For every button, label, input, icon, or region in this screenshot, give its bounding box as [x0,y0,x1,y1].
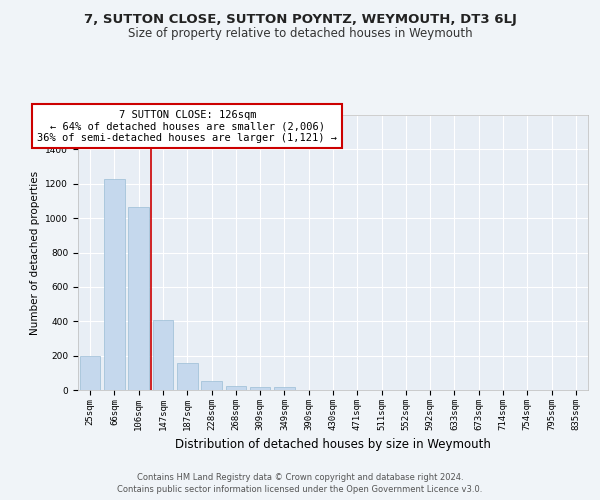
Bar [177,362,197,390]
Bar [250,388,271,390]
Bar [201,382,222,390]
Bar [80,356,100,390]
Bar [152,320,173,390]
Bar [104,180,125,390]
Y-axis label: Number of detached properties: Number of detached properties [30,170,40,334]
X-axis label: Distribution of detached houses by size in Weymouth: Distribution of detached houses by size … [175,438,491,451]
Text: Size of property relative to detached houses in Weymouth: Size of property relative to detached ho… [128,28,472,40]
Bar [128,207,149,390]
Bar [274,388,295,390]
Bar [226,386,246,390]
Text: 7, SUTTON CLOSE, SUTTON POYNTZ, WEYMOUTH, DT3 6LJ: 7, SUTTON CLOSE, SUTTON POYNTZ, WEYMOUTH… [83,12,517,26]
Text: Contains HM Land Registry data © Crown copyright and database right 2024.
Contai: Contains HM Land Registry data © Crown c… [118,472,482,494]
Text: 7 SUTTON CLOSE: 126sqm
← 64% of detached houses are smaller (2,006)
36% of semi-: 7 SUTTON CLOSE: 126sqm ← 64% of detached… [37,110,337,143]
